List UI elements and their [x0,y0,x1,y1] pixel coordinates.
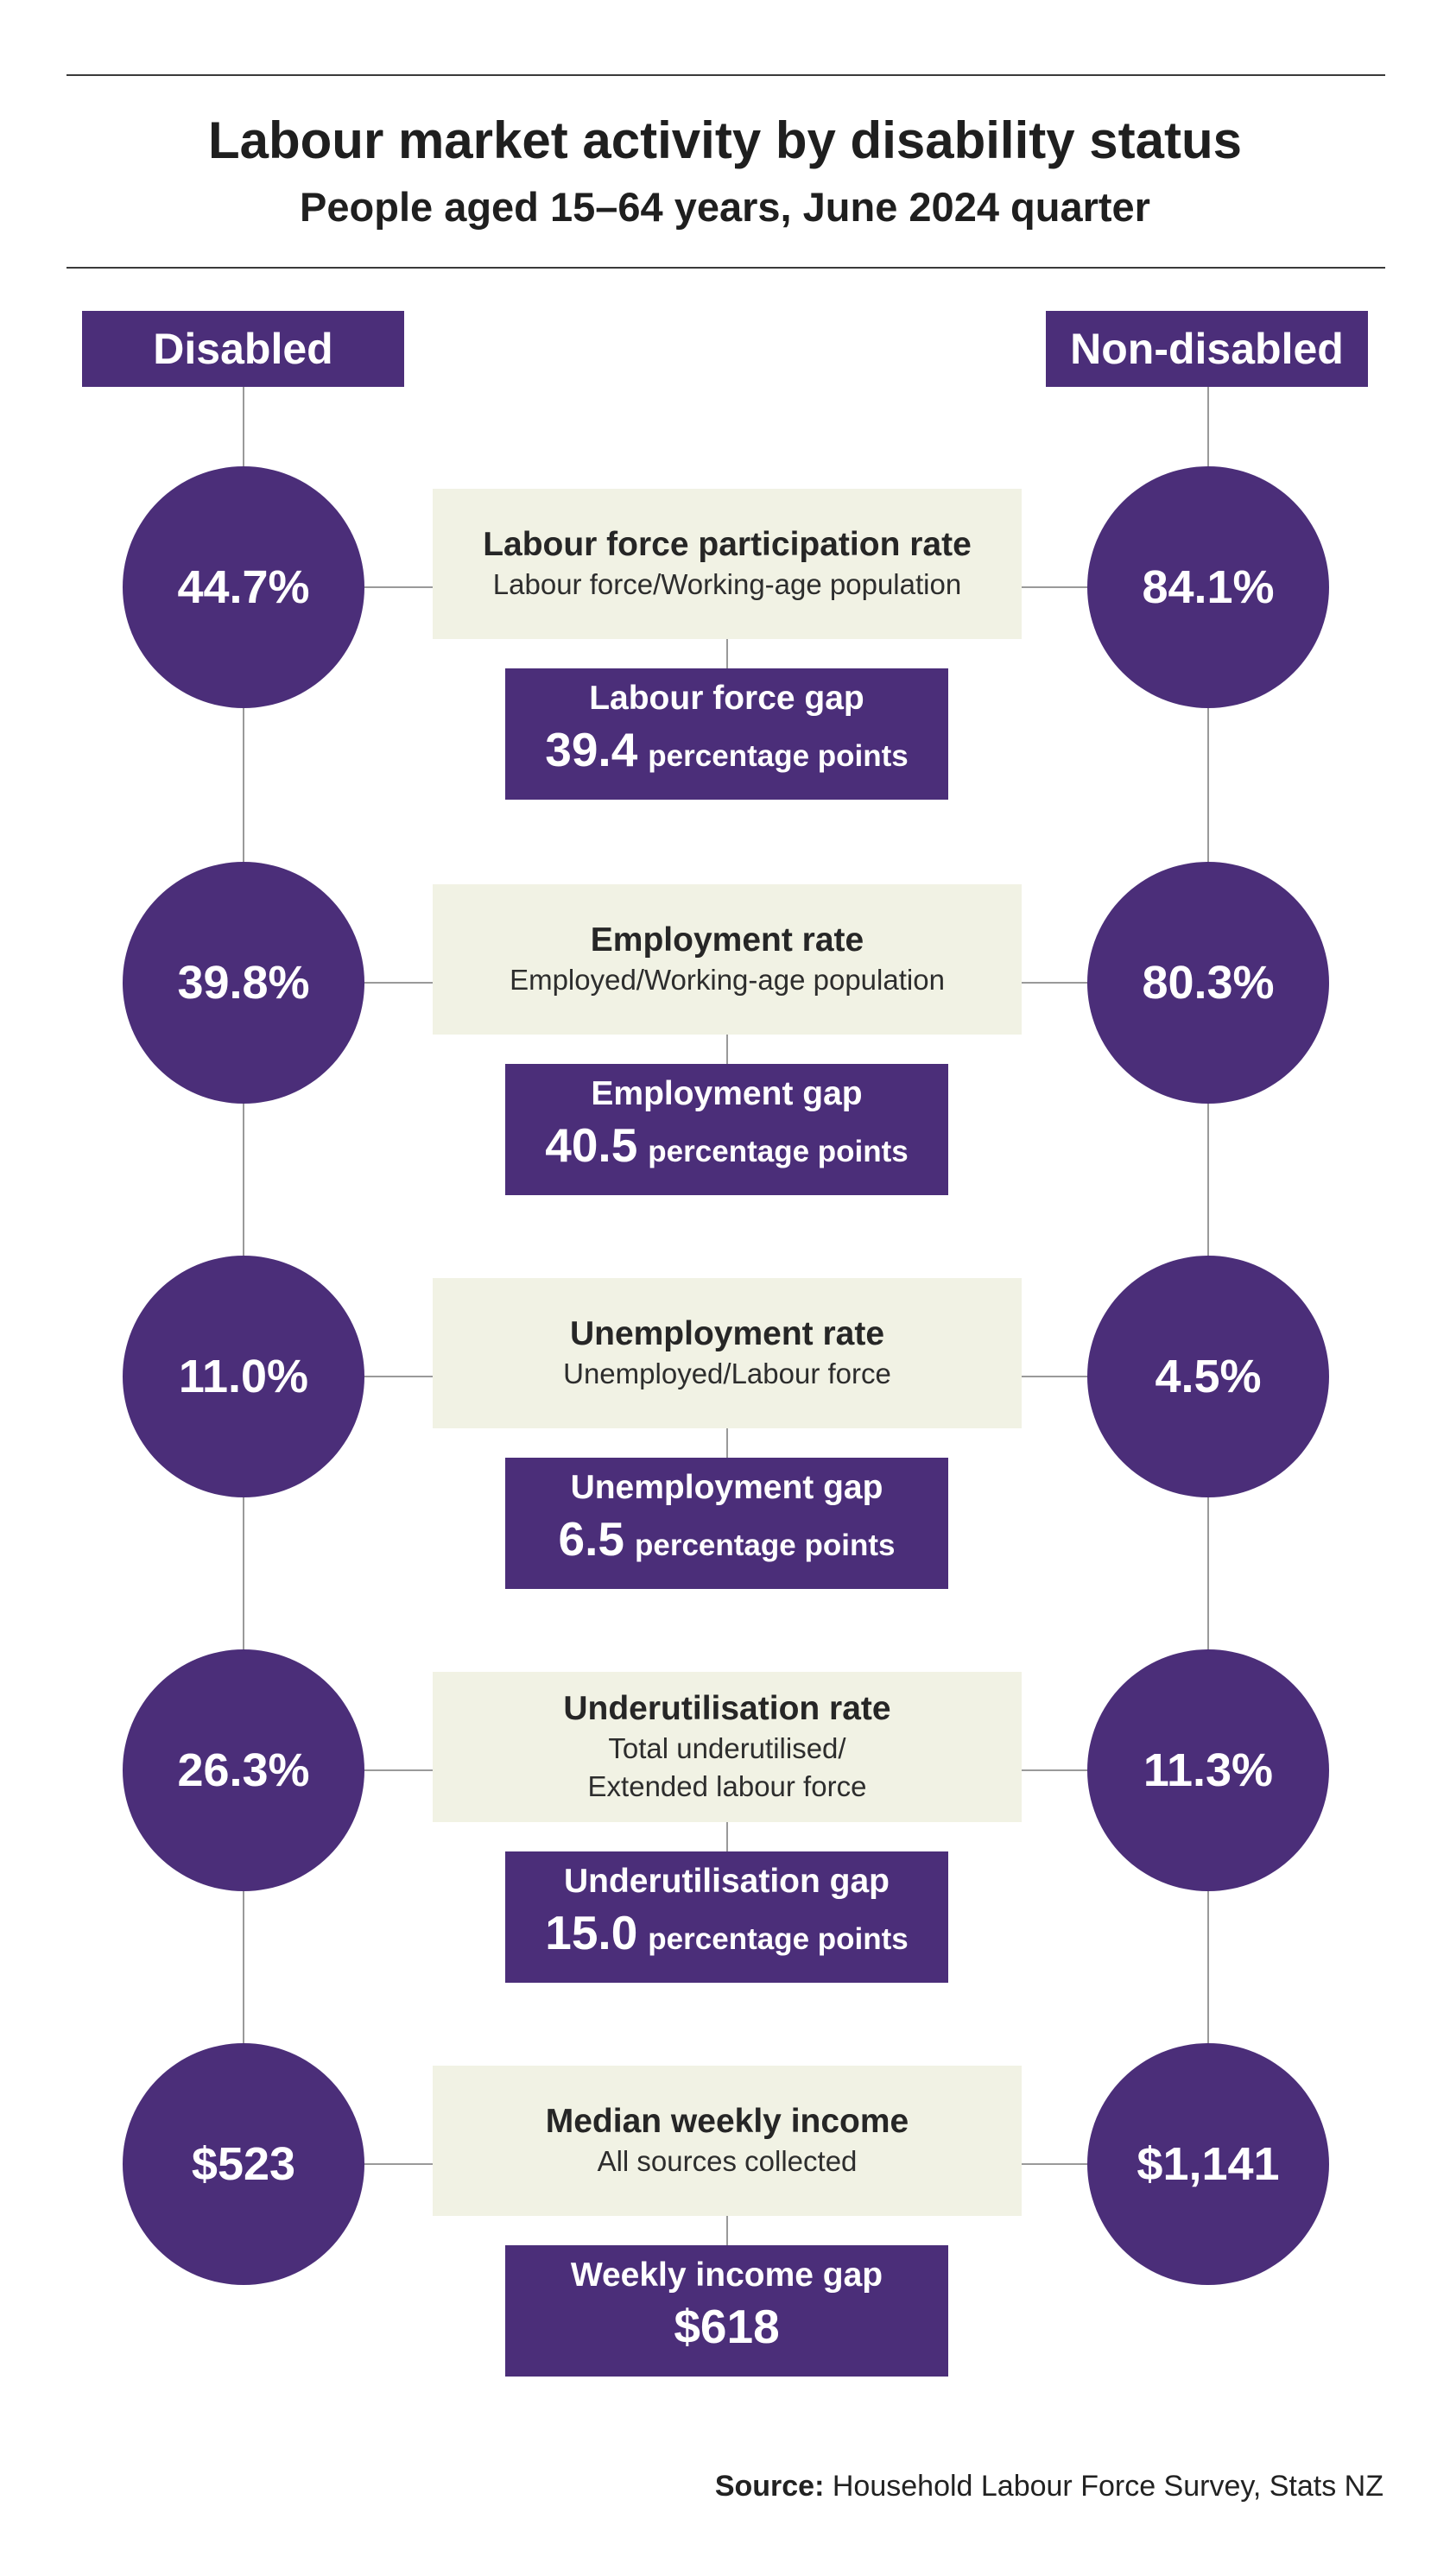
category-name: Employment rate [590,921,864,959]
gap-title: Employment gap [591,1074,863,1112]
gap-title: Labour force gap [589,679,864,717]
gap-box: Labour force gap 39.4 percentage points [505,668,948,800]
gap-value: 15.0 [545,1905,638,1959]
non-disabled-value-circle: $1,141 [1087,2043,1329,2285]
gap-unit: percentage points [648,1134,909,1168]
gap-unit: percentage points [648,1921,909,1956]
disabled-value-circle: 11.0% [123,1256,364,1497]
category-description: Unemployed/Labour force [563,1358,891,1389]
header-non-disabled: Non-disabled [1046,311,1368,387]
disabled-value-circle: 39.8% [123,862,364,1104]
category-box: Labour force participation rate Labour f… [433,489,1022,639]
gap-box: Unemployment gap 6.5 percentage points [505,1458,948,1589]
gap-unit: percentage points [648,738,909,773]
category-description: Total underutilised/ [608,1732,846,1764]
source-note: Source: Household Labour Force Survey, S… [715,2470,1384,2503]
gap-box: Underutilisation gap 15.0 percentage poin… [505,1851,948,1983]
gap-title: Unemployment gap [570,1468,883,1506]
left-connector-line [243,387,244,2085]
gap-connector-line [726,2216,728,2249]
category-name: Underutilisation rate [563,1690,891,1727]
chart-subtitle: People aged 15–64 years, June 2024 quart… [300,184,1150,230]
category-description: Employed/Working-age population [510,964,945,996]
category-box: Unemployment rate Unemployed/Labour forc… [433,1278,1022,1428]
gap-box: Weekly income gap $618 [505,2245,948,2377]
category-box: Median weekly income All sources collect… [433,2066,1022,2216]
gap-connector-line [726,1428,728,1461]
category-box: Employment rate Employed/Working-age pop… [433,884,1022,1035]
bottom-rule [66,267,1385,269]
gap-value: 40.5 [545,1117,638,1172]
right-connector-line [1207,387,1209,2085]
header-disabled: Disabled [82,311,404,387]
gap-title: Underutilisation gap [563,1862,890,1900]
gap-value: $618 [674,2299,780,2353]
non-disabled-value-circle: 11.3% [1087,1649,1329,1891]
gap-value: 39.4 [545,722,638,776]
chart-title: Labour market activity by disability sta… [207,111,1243,169]
non-disabled-value-circle: 84.1% [1087,466,1329,708]
gap-connector-line [726,1822,728,1855]
gap-unit: percentage points [635,1528,896,1562]
disabled-value-circle: $523 [123,2043,364,2285]
category-name: Labour force participation rate [483,526,972,563]
gap-box: Employment gap 40.5 percentage points [505,1064,948,1195]
category-name: Unemployment rate [569,1315,885,1352]
gap-connector-line [726,639,728,672]
disabled-value-circle: 44.7% [123,466,364,708]
non-disabled-value-circle: 80.3% [1087,862,1329,1104]
disabled-value-circle: 26.3% [123,1649,364,1891]
category-name: Median weekly income [545,2103,909,2140]
category-description: All sources collected [597,2145,858,2177]
non-disabled-value-circle: 4.5% [1087,1256,1329,1497]
source-label: Source: [714,2470,825,2503]
gap-value: 6.5 [558,1511,624,1566]
category-box: Underutilisation rate Total underutilise… [433,1672,1022,1822]
gap-title: Weekly income gap [570,2256,883,2294]
category-description-line-2: Extended labour force [587,1770,867,1802]
source-text: Household Labour Force Survey, Stats NZ [832,2470,1384,2503]
gap-connector-line [726,1035,728,1067]
category-description: Labour force/Working-age population [492,568,962,600]
top-rule [66,74,1385,76]
